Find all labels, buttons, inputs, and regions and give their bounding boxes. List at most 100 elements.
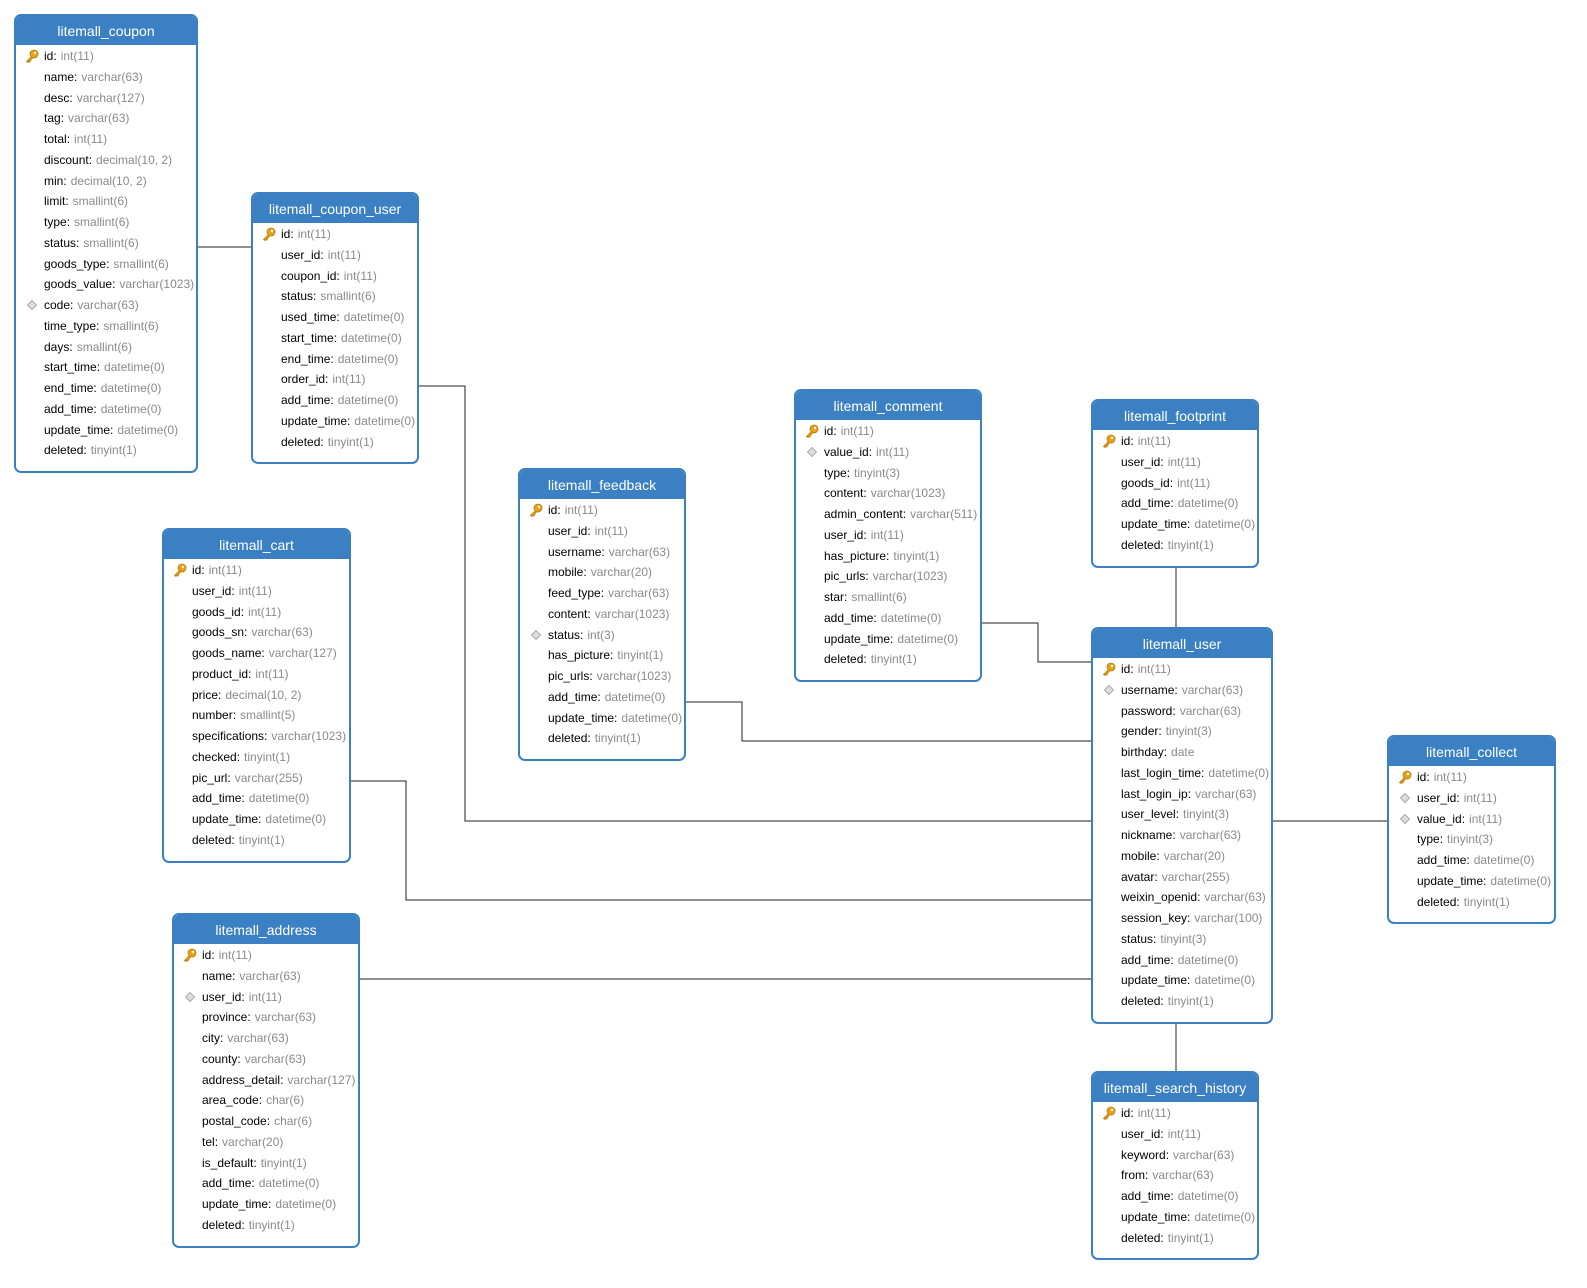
column-row: usernamevarchar(63): [520, 542, 684, 563]
column-row: birthday date: [1093, 742, 1271, 763]
column-list: idint(11)user_idint(11)coupon_idint(11)s…: [253, 223, 417, 452]
column-row: deletedtinyint(1): [164, 830, 349, 851]
column-type: int(11): [1433, 770, 1467, 784]
column-type: varchar(1023): [872, 569, 948, 584]
column-name: status: [44, 236, 79, 250]
column-type: varchar(63): [1181, 682, 1244, 697]
column-type: int(11): [1167, 1126, 1201, 1141]
column-type: int(11): [1137, 1106, 1171, 1120]
column-name: tel: [202, 1135, 218, 1149]
column-type: varchar(63): [251, 625, 313, 640]
column-type: datetime(0): [100, 401, 162, 416]
column-name: id: [281, 227, 294, 241]
index-icon: [529, 628, 543, 649]
column-list: idint(11)namevarchar(63)user_idint(11)pr…: [174, 944, 358, 1236]
column-row: mobilevarchar(20): [1093, 846, 1271, 867]
column-row: add_timedatetime(0): [164, 788, 349, 809]
column-name: order_id: [281, 372, 328, 386]
table: litemall_commentidint(11)value_idint(11)…: [794, 389, 982, 682]
column-type: varchar(127): [268, 646, 337, 660]
column-type: varchar(63): [254, 1010, 317, 1025]
column-row: update_time datetime(0): [253, 411, 417, 432]
column-row: user_idint(11): [1093, 452, 1257, 473]
relation-line: [350, 780, 1091, 901]
column-name: deleted: [44, 443, 87, 457]
column-row: avatarvarchar(255): [1093, 867, 1271, 888]
column-row: deletedtinyint(1): [520, 728, 684, 749]
column-name: number: [192, 708, 236, 722]
table-header: litemall_comment: [796, 391, 980, 420]
column-row: gendertinyint(3): [1093, 721, 1271, 742]
column-name: id: [824, 424, 837, 438]
column-row: value_id int(11): [1389, 809, 1554, 830]
column-row: product_id int(11): [164, 664, 349, 685]
column-row: used_timedatetime(0): [253, 307, 417, 328]
column-row: coupon_idint(11): [253, 266, 417, 287]
column-type: tinyint(1): [1167, 994, 1214, 1008]
column-row: deletedtinyint(1): [174, 1215, 358, 1236]
column-type: int(11): [74, 132, 108, 146]
column-row: descvarchar(127): [16, 88, 196, 109]
column-row: idint(11): [1389, 767, 1554, 788]
column-list: idint(11)user_idint(11)keywordvarchar(63…: [1093, 1102, 1257, 1248]
column-type: tinyint(3): [854, 465, 901, 480]
column-row: pic_urlvarchar(255): [164, 768, 349, 789]
column-name: deleted: [548, 731, 591, 745]
column-name: update_time: [1417, 874, 1486, 888]
column-name: last_login_ip: [1121, 787, 1191, 801]
column-name: user_id: [202, 990, 245, 1004]
column-type: tinyint(1): [1463, 894, 1510, 909]
column-row: dayssmallint(6): [16, 337, 196, 358]
column-list: idint(11)user_idint(11)goods_idint(11)go…: [164, 559, 349, 851]
column-name: update_time: [192, 812, 261, 826]
column-row: add_timedatetime(0): [253, 390, 417, 411]
column-list: idint(11)value_idint(11)typetinyint(3)co…: [796, 420, 980, 670]
column-row: keyword varchar(63): [1093, 1145, 1257, 1166]
column-name: admin_content: [824, 507, 906, 521]
column-row: specifications varchar(1023): [164, 726, 349, 747]
column-name: session_key: [1121, 911, 1190, 925]
column-name: username: [1121, 683, 1178, 697]
column-name: price: [192, 688, 221, 702]
column-row: idint(11): [1093, 1103, 1257, 1124]
column-type: int(11): [248, 604, 282, 619]
column-name: user_id: [1417, 791, 1460, 805]
column-row: deletedtinyint(1): [1389, 892, 1554, 913]
primary-key-icon: [1102, 434, 1116, 455]
index-icon: [1398, 812, 1412, 833]
column-type: tinyint(1): [238, 832, 285, 847]
column-type: smallint(6): [103, 318, 159, 333]
column-row: deletedtinyint(1): [796, 649, 980, 670]
column-name: add_time: [192, 791, 245, 805]
column-row: add_timedatetime(0): [1389, 850, 1554, 871]
column-row: session_key varchar(100): [1093, 908, 1271, 929]
column-row: add_timedatetime(0): [16, 399, 196, 420]
column-row: usernamevarchar(63): [1093, 680, 1271, 701]
column-name: goods_type: [44, 257, 109, 271]
column-row: goods_value varchar(1023): [16, 274, 196, 295]
table-header: litemall_search_history: [1093, 1073, 1257, 1102]
column-name: update_time: [824, 632, 893, 646]
column-type: smallint(5): [240, 708, 296, 723]
column-type: datetime(0): [341, 330, 402, 345]
column-row: update_time datetime(0): [1093, 514, 1257, 535]
table: litemall_useridint(11)usernamevarchar(63…: [1091, 627, 1273, 1024]
column-row: name varchar(63): [174, 966, 358, 987]
column-row: user_level tinyint(3): [1093, 804, 1271, 825]
column-name: from: [1121, 1168, 1148, 1182]
primary-key-icon: [183, 948, 197, 969]
column-name: add_time: [281, 393, 334, 407]
column-row: order_id int(11): [253, 369, 417, 390]
column-name: deleted: [192, 833, 235, 847]
column-type: datetime(0): [1490, 873, 1552, 888]
column-row: deletedtinyint(1): [1093, 991, 1271, 1012]
column-name: id: [1121, 434, 1134, 448]
column-name: weixin_openid: [1121, 890, 1200, 904]
column-name: start_time: [281, 331, 337, 345]
column-name: status: [1121, 932, 1156, 946]
column-row: provincevarchar(63): [174, 1007, 358, 1028]
column-type: tinyint(1): [90, 443, 137, 458]
column-type: char(6): [266, 1093, 305, 1108]
column-row: idint(11): [174, 945, 358, 966]
column-type: varchar(63): [1204, 890, 1266, 905]
